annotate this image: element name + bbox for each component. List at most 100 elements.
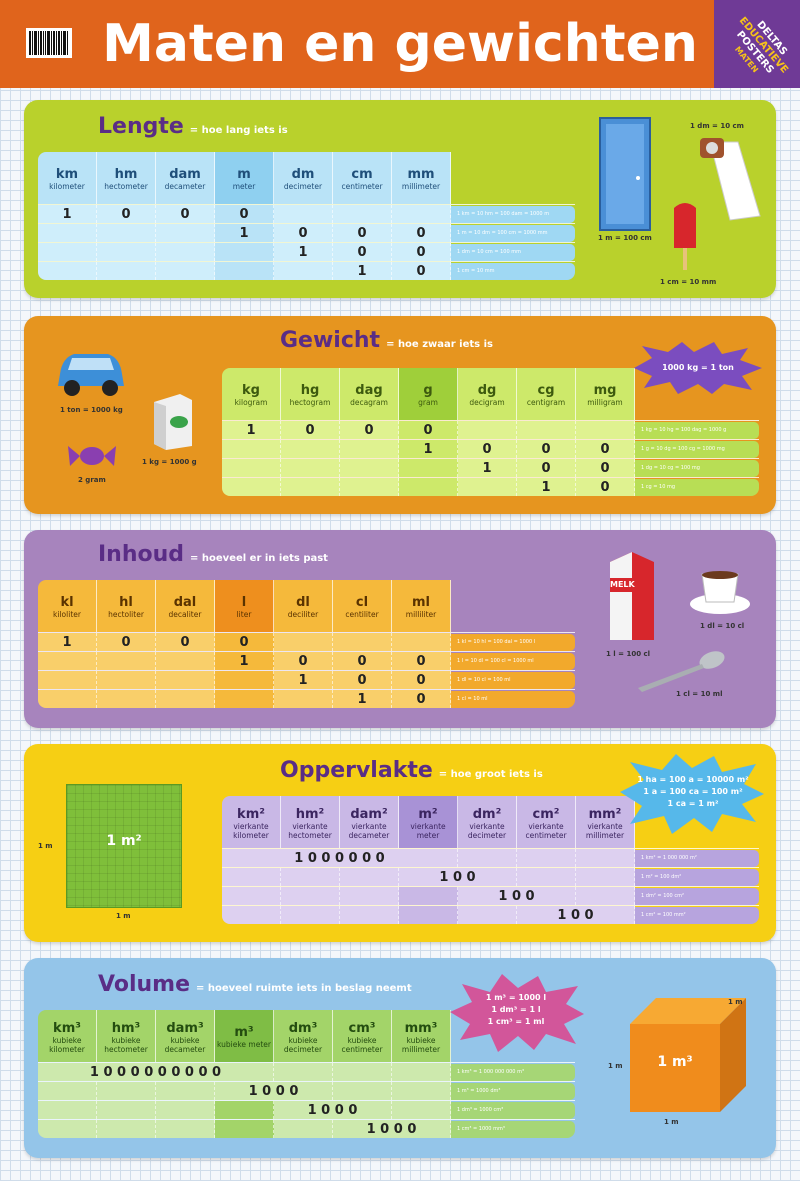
section-title: Inhoud = hoeveel er in iets past: [98, 542, 328, 567]
table-cell: 1 0 0 0: [333, 1120, 451, 1138]
table-cell: [340, 459, 399, 477]
table-cell: 0: [392, 243, 451, 261]
table-cell: 0: [576, 459, 635, 477]
equation-label: 1 m = 10 dm = 100 cm = 1000 mm: [451, 225, 575, 242]
table-row: 1 0 0 0 0 0 0 1 km² = 1 000 000 m²: [222, 848, 759, 867]
cube-label: 1 m³: [657, 1054, 693, 1070]
table-cell: [340, 887, 399, 905]
table-cell: 0: [392, 224, 451, 242]
unit-header: cl centiliter: [333, 580, 392, 632]
table-cell: [340, 440, 399, 458]
table-cell: [281, 906, 340, 924]
table-cell: [156, 1101, 215, 1119]
table-cell: [156, 1082, 215, 1100]
unit-header: kg kilogram: [222, 368, 281, 420]
table-cell: [281, 478, 340, 496]
section-inhoud: Inhoud = hoeveel er in iets past kl kiloli…: [24, 530, 776, 728]
unit-header: dal decaliter: [156, 580, 215, 632]
table-cell: [222, 478, 281, 496]
equation-label: 1 cl = 10 ml: [451, 691, 575, 708]
unit-header: dl deciliter: [274, 580, 333, 632]
table-cell: 0: [333, 224, 392, 242]
digit-sequence: 1 0 0: [557, 907, 594, 923]
section-volume: Volume = hoeveel ruimte iets in beslag ne…: [24, 958, 776, 1158]
table-cell: 0: [458, 440, 517, 458]
digit-sequence: 1 0 0: [498, 888, 535, 904]
side-label: 1 m: [116, 912, 131, 920]
table-cell: [281, 868, 340, 886]
roll-note: 1 dm = 10 cm: [690, 122, 744, 130]
cube-icon: [630, 998, 746, 1112]
table-cell: 1: [399, 440, 458, 458]
unit-header: dg decigram: [458, 368, 517, 420]
table-cell: [222, 906, 281, 924]
side-label: 1 m: [608, 1062, 623, 1070]
table-cell: [458, 906, 517, 924]
equation-label: 1 l = 10 dl = 100 cl = 1000 ml: [451, 653, 575, 670]
section-title: Volume = hoeveel ruimte iets in beslag ne…: [98, 972, 412, 997]
candy-icon: [68, 446, 116, 466]
starburst-icon: [450, 974, 584, 1052]
table-row: 1 0 0 1 m² = 100 dm²: [222, 867, 759, 886]
table-cell: [97, 243, 156, 261]
unit-header: dm decimeter: [274, 152, 333, 204]
table-cell: 0: [215, 633, 274, 651]
equation-label: 1 cm² = 100 mm²: [635, 907, 759, 924]
unit-header: km³ kubieke kilometer: [38, 1010, 97, 1062]
table-cell: [458, 421, 517, 439]
table-cell: 0: [517, 440, 576, 458]
unit-header: dam² vierkante decameter: [340, 796, 399, 848]
table-cell: 1: [38, 205, 97, 223]
unit-header: g gram: [399, 368, 458, 420]
table-cell: [38, 1101, 97, 1119]
table-cell: [399, 887, 458, 905]
table-cell: [340, 868, 399, 886]
table-cell: [340, 478, 399, 496]
unit-header: cm centimeter: [333, 152, 392, 204]
unit-header: mg milligram: [576, 368, 635, 420]
page-title: Maten en gewichten: [102, 14, 698, 74]
table-cell: [97, 262, 156, 280]
table-cell: 0: [392, 262, 451, 280]
table-cell: [222, 868, 281, 886]
table-cell: [274, 690, 333, 708]
unit-header: dam³ kubieke decameter: [156, 1010, 215, 1062]
table-cell: [215, 243, 274, 261]
conversion-table: kg kilogram hg hectogram dag decagram g gram dg d…: [222, 368, 759, 496]
unit-header: m meter: [215, 152, 274, 204]
section-title: Gewicht = hoe zwaar iets is: [280, 328, 493, 353]
milk-label: MELK: [610, 580, 635, 589]
table-cell: [399, 906, 458, 924]
table-cell: 1: [274, 243, 333, 261]
table-cell: [156, 224, 215, 242]
table-cell: [156, 652, 215, 670]
table-cell: 0: [392, 652, 451, 670]
unit-header: m² vierkante meter: [399, 796, 458, 848]
table-cell: [274, 633, 333, 651]
table-cell: [392, 205, 451, 223]
table-cell: [222, 440, 281, 458]
table-cell: 1: [215, 652, 274, 670]
table-cell: 0: [156, 633, 215, 651]
table-cell: [392, 1063, 451, 1081]
equation-label: 1 cm³ = 1000 mm³: [451, 1121, 575, 1138]
table-cell: [97, 1082, 156, 1100]
equation-label: 1 m² = 100 dm²: [635, 869, 759, 886]
table-cell: [38, 1120, 97, 1138]
table-cell: [156, 1120, 215, 1138]
table-cell: [156, 690, 215, 708]
table-cell: [333, 1063, 392, 1081]
milk-carton-icon: [610, 552, 654, 640]
table-cell: 0: [156, 205, 215, 223]
table-cell: 1: [333, 262, 392, 280]
table-cell: 0: [274, 652, 333, 670]
sugar-note: 1 kg = 1000 g: [142, 458, 197, 466]
milk-note: 1 l = 100 cl: [606, 650, 651, 658]
equation-label: 1 cm = 10 mm: [451, 263, 575, 280]
icecream-note: 1 cm = 10 mm: [660, 278, 717, 286]
unit-header: ml milliliter: [392, 580, 451, 632]
